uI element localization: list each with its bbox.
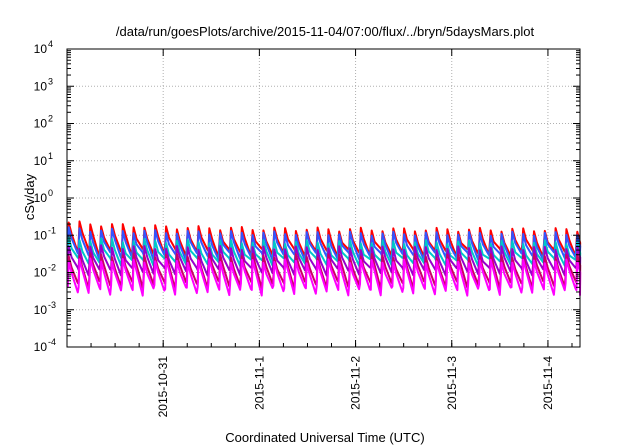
y-tick-label-base: 10 xyxy=(34,154,48,168)
x-ticks: 2015-10-31 2015-11-1 2015-11-2 2015-11-3 201… xyxy=(66,49,573,418)
y-tick-label-base: 10 xyxy=(34,191,48,205)
x-tick-label: 2015-11-1 xyxy=(252,356,266,410)
y-tick-label-exponent: -3 xyxy=(48,300,56,310)
y-tick-label-base: 10 xyxy=(34,340,48,354)
y-tick-label-exponent: 2 xyxy=(48,114,53,124)
y-tick-label-base: 10 xyxy=(34,42,48,56)
y-tick-label-base: 10 xyxy=(34,228,48,242)
plot-frame xyxy=(66,48,581,348)
y-tick-label-exponent: -1 xyxy=(48,225,56,235)
y-axis-label: cSv/day xyxy=(22,173,37,220)
chart-title: /data/run/goesPlots/archive/2015-11-04/0… xyxy=(116,24,535,39)
y-tick-label-exponent: -2 xyxy=(48,263,56,273)
y-tick-label-base: 10 xyxy=(34,79,48,93)
grid xyxy=(67,49,580,347)
series-line xyxy=(66,257,582,297)
x-tick-label: 2015-11-2 xyxy=(349,356,363,410)
y-tick-label-base: 10 xyxy=(34,303,48,317)
x-axis-label: Coordinated Universal Time (UTC) xyxy=(225,430,424,445)
series-lines xyxy=(66,220,582,297)
y-tick-label-exponent: 4 xyxy=(48,39,53,49)
y-tick-label-base: 10 xyxy=(34,266,48,280)
x-tick-label: 2015-11-4 xyxy=(541,356,555,410)
x-tick-label: 2015-11-3 xyxy=(445,356,459,410)
y-tick-label-exponent: 0 xyxy=(48,188,53,198)
y-tick-label-exponent: 3 xyxy=(48,76,53,86)
y-tick-label-exponent: 1 xyxy=(48,151,53,161)
y-tick-label-base: 10 xyxy=(34,117,48,131)
y-tick-label-exponent: -4 xyxy=(48,337,56,347)
x-tick-label: 2015-10-31 xyxy=(156,356,170,418)
